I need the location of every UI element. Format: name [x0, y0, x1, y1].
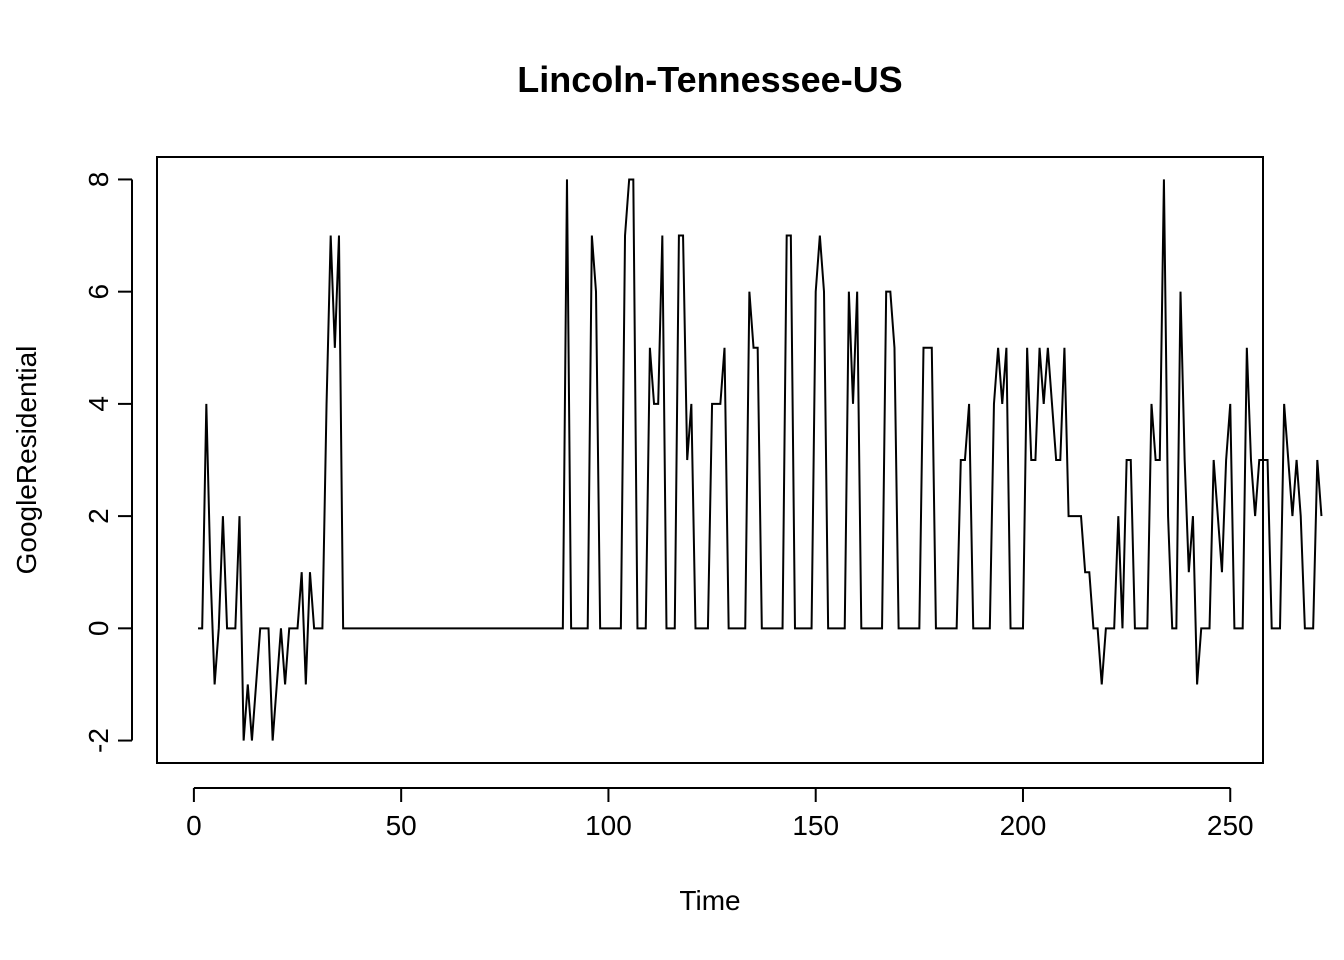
x-tick-label: 200	[1000, 810, 1047, 841]
y-tick-label: 2	[83, 508, 114, 524]
y-tick-label: -2	[83, 728, 114, 753]
x-tick-label: 250	[1207, 810, 1254, 841]
y-axis-label: GoogleResidential	[11, 346, 42, 575]
x-axis: 0 50 100 150 200 250	[186, 787, 1254, 841]
series-line-google-residential	[198, 178, 1323, 741]
y-tick-label: 8	[83, 172, 114, 188]
y-tick-label: 4	[83, 396, 114, 412]
y-tick-label: 0	[83, 621, 114, 637]
plot-frame	[156, 156, 1264, 764]
x-axis-label: Time	[679, 885, 740, 916]
y-tick-label: 6	[83, 284, 114, 300]
x-tick-label: 150	[792, 810, 839, 841]
y-axis: -2 0 2 4 6 8	[83, 172, 133, 753]
x-tick-label: 100	[585, 810, 632, 841]
x-tick-label: 0	[186, 810, 202, 841]
chart-title: Lincoln-Tennessee-US	[517, 59, 902, 100]
x-tick-label: 50	[386, 810, 417, 841]
